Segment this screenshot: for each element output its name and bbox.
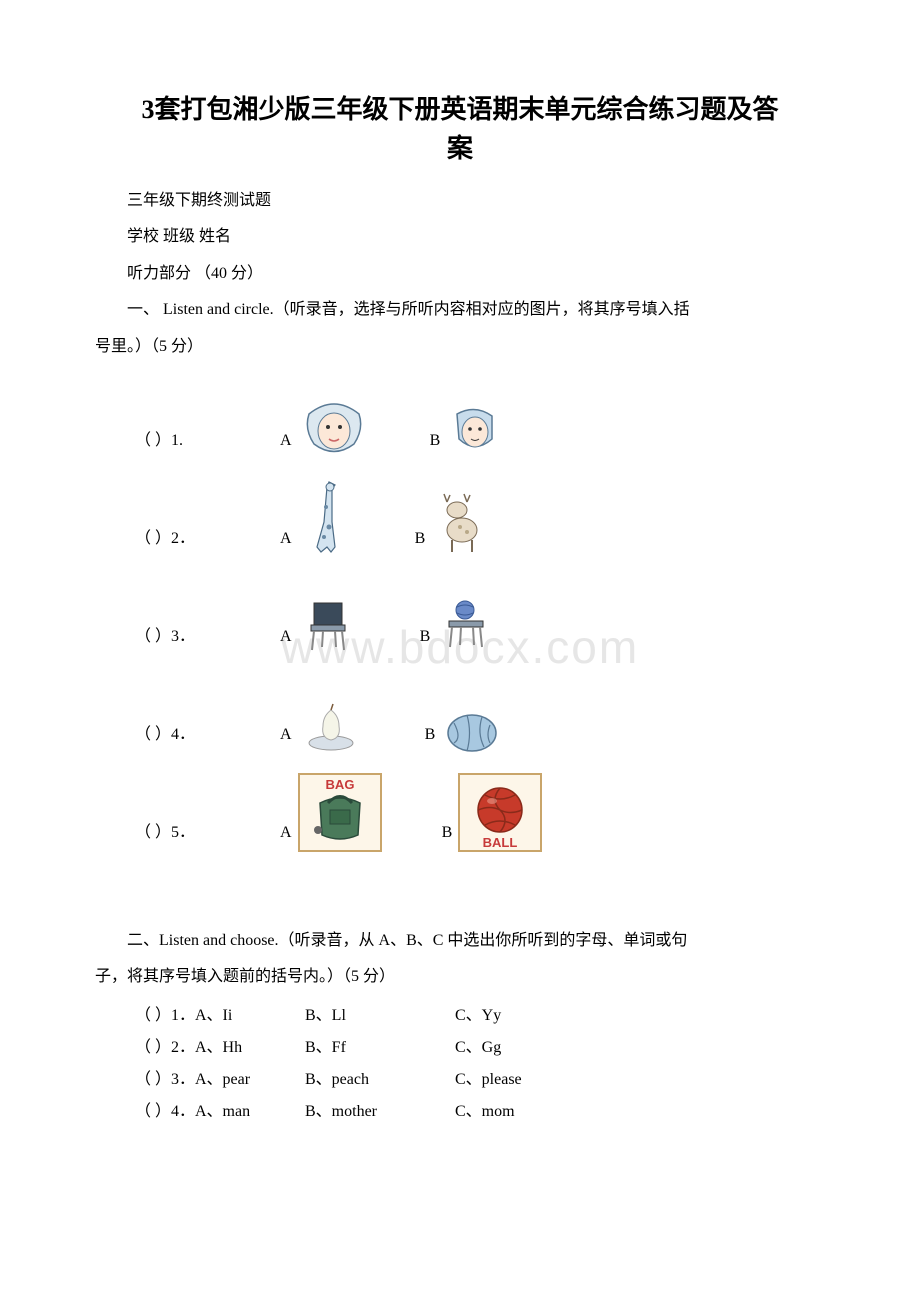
section2-instruction-line2: 子，将其序号填入题前的括号内。）（5 分）: [95, 962, 825, 992]
question-number: （ ）4．: [95, 720, 280, 754]
question-number: （ ）3．: [95, 622, 280, 656]
choice-option-a: （ ）4．A、man: [135, 1097, 305, 1121]
choice-option-a: （ ）3．A、pear: [135, 1065, 305, 1089]
choice-option-b: B、Ff: [305, 1033, 455, 1057]
question-number: （ ）5．: [95, 818, 280, 852]
question-number: （ ）1.: [95, 426, 280, 460]
pear-icon: [298, 697, 365, 754]
choice-option-a: （ ）2．A、Hh: [135, 1033, 305, 1057]
title-line-1: 3套打包湘少版三年级下册英语期末单元综合练习题及答: [141, 95, 778, 124]
choice-question-row: （ ）3．A、pearB、peachC、please: [135, 1065, 825, 1089]
option-letter: B: [442, 824, 453, 852]
giraffe-icon: [298, 476, 355, 558]
chair-ball-icon: [436, 594, 498, 656]
picture-question-row: （ ）4．A B: [95, 664, 825, 754]
option-b: B: [430, 403, 504, 460]
document-title: 3套打包湘少版三年级下册英语期末单元综合练习题及答 案: [95, 90, 825, 168]
svg-text:BALL: BALL: [483, 835, 518, 850]
option-letter: A: [280, 726, 292, 754]
option-a: A: [280, 594, 360, 656]
ball-icon: BALL: [458, 773, 542, 852]
choice-questions: （ ）1．A、IiB、LlC、Yy （ ）2．A、HhB、FfC、Gg （ ）3．A…: [95, 1001, 825, 1121]
option-a: A: [280, 398, 370, 460]
option-a: A BAG: [280, 773, 382, 852]
picture-question-row: （ ）1.A B: [95, 370, 825, 460]
section1-instruction-line2: 号里。）（5 分）: [95, 332, 825, 362]
choice-option-c: C、please: [455, 1065, 605, 1089]
option-letter: A: [280, 530, 292, 558]
svg-text:BAG: BAG: [325, 777, 354, 792]
choice-question-row: （ ）2．A、HhB、FfC、Gg: [135, 1033, 825, 1057]
section2-instruction-line1: 二、Listen and choose.（听录音，从 A、B、C 中选出你所听到…: [95, 926, 825, 956]
option-letter: B: [420, 628, 431, 656]
picture-question-row: （ ）2．A B: [95, 468, 825, 558]
section1-instruction-line1: 一、 Listen and circle.（听录音，选择与所听内容相对应的图片，…: [95, 295, 825, 325]
picture-question-row: （ ）3．A B: [95, 566, 825, 656]
school-class-name-line: 学校 班级 姓名: [95, 222, 825, 252]
choice-question-row: （ ）1．A、IiB、LlC、Yy: [135, 1001, 825, 1025]
watermelon-icon: [441, 702, 503, 754]
face-man-icon: [446, 403, 503, 460]
choice-question-row: （ ）4．A、manB、motherC、mom: [135, 1097, 825, 1121]
choice-option-b: B、Ll: [305, 1001, 455, 1025]
option-letter: A: [280, 432, 292, 460]
deer-icon: [431, 491, 493, 558]
option-letter: B: [415, 530, 426, 558]
picture-questions: （ ）1.A B （ ）2．A B （ ）3: [95, 370, 825, 852]
subtitle: 三年级下期终测试题: [95, 186, 825, 216]
option-a: A: [280, 697, 365, 754]
face-woman-icon: [298, 398, 370, 460]
option-letter: B: [430, 432, 441, 460]
title-line-2: 案: [447, 134, 473, 163]
option-letter: B: [425, 726, 436, 754]
listening-header: 听力部分 （40 分）: [95, 259, 825, 289]
choice-option-b: B、peach: [305, 1065, 455, 1089]
option-b: B BALL: [442, 773, 543, 852]
bag-icon: BAG: [298, 773, 382, 852]
choice-option-c: C、mom: [455, 1097, 605, 1121]
option-letter: A: [280, 824, 292, 852]
choice-option-b: B、mother: [305, 1097, 455, 1121]
option-a: A: [280, 476, 355, 558]
option-letter: A: [280, 628, 292, 656]
option-b: B: [425, 702, 504, 754]
question-number: （ ）2．: [95, 524, 280, 558]
picture-question-row: （ ）5．A BAG B BALL: [95, 762, 825, 852]
chair-icon: [298, 594, 360, 656]
option-b: B: [420, 594, 499, 656]
choice-option-c: C、Gg: [455, 1033, 605, 1057]
option-b: B: [415, 491, 494, 558]
choice-option-a: （ ）1．A、Ii: [135, 1001, 305, 1025]
choice-option-c: C、Yy: [455, 1001, 605, 1025]
